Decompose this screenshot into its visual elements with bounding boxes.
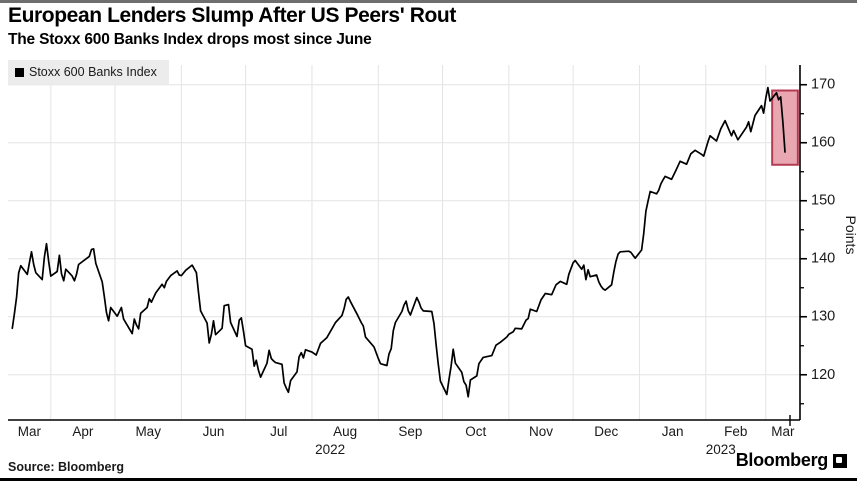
chart-title: European Lenders Slump After US Peers' R… [8, 4, 456, 27]
bloomberg-brand-text: Bloomberg [735, 450, 829, 470]
legend-label: Stoxx 600 Banks Index [29, 65, 157, 79]
x-month-label: Mar [18, 424, 42, 439]
bloomberg-logo-icon [833, 453, 847, 468]
y-tick-label: 170 [811, 77, 835, 93]
chart-subtitle: The Stoxx 600 Banks Index drops most sin… [8, 31, 372, 48]
top-divider-rule [0, 0, 857, 3]
bloomberg-wordmark: Bloomberg [736, 450, 847, 471]
x-month-label: Sep [398, 424, 422, 439]
source-attribution: Source: Bloomberg [8, 460, 124, 474]
legend-swatch-icon [15, 67, 24, 77]
x-year-label: 2023 [706, 442, 736, 457]
x-month-label: Mar [771, 424, 795, 439]
x-month-label: Dec [594, 424, 618, 439]
x-month-label: Jun [203, 424, 225, 439]
x-month-label: Oct [465, 424, 486, 439]
y-tick-label: 150 [811, 193, 835, 209]
points-axis-label: Points [843, 216, 857, 255]
index-line [11, 86, 786, 398]
x-month-label: May [135, 424, 161, 439]
x-month-label: Feb [724, 424, 747, 439]
x-month-label: Aug [333, 424, 357, 439]
legend: Stoxx 600 Banks Index [8, 60, 169, 84]
y-tick-label: 140 [811, 251, 835, 267]
bottom-divider-rule [0, 478, 857, 481]
highlight-box [771, 89, 799, 166]
y-tick-label: 160 [811, 135, 835, 151]
y-tick-label: 130 [811, 309, 835, 325]
x-month-label: Nov [529, 424, 553, 439]
y-tick-label: 120 [811, 367, 835, 383]
x-month-label: Apr [72, 424, 94, 439]
x-year-label: 2022 [315, 442, 345, 457]
x-month-label: Jan [662, 424, 684, 439]
x-month-label: Jul [270, 424, 287, 439]
